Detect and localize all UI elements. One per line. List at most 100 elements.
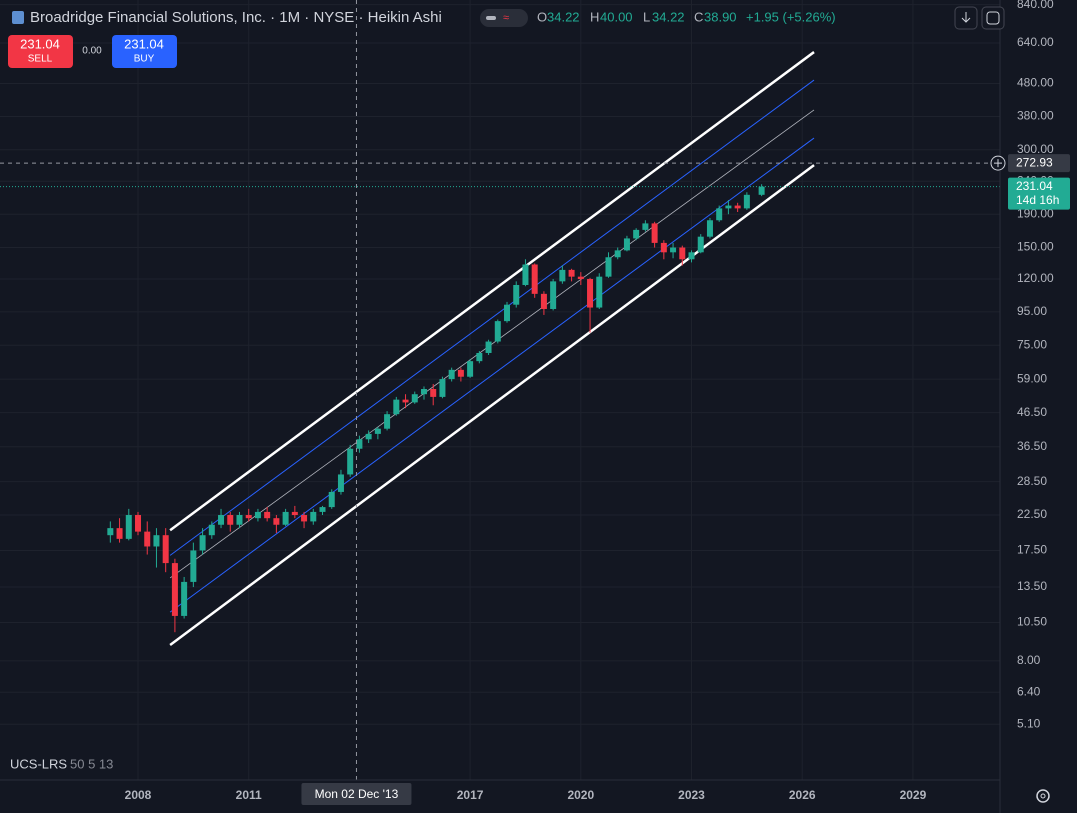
- candle-body: [328, 491, 335, 508]
- candle-body: [430, 388, 437, 397]
- candle-body: [282, 511, 289, 525]
- toggle[interactable]: [480, 9, 528, 27]
- last-price-box: [1008, 177, 1070, 210]
- candle-body: [319, 507, 326, 512]
- legend-change: +1.95 (+5.26%): [746, 9, 836, 24]
- spread: 0.00: [82, 46, 102, 57]
- candle-body: [633, 229, 640, 239]
- symbol-icon: [12, 11, 24, 24]
- y-tick-label: 120.00: [1017, 271, 1054, 285]
- candle-body: [273, 518, 280, 525]
- candle-body: [310, 511, 317, 522]
- candle-body: [291, 511, 298, 516]
- candle-body: [688, 252, 695, 260]
- candle-body: [190, 550, 197, 582]
- x-tick-label: 2029: [900, 788, 927, 802]
- buy-button[interactable]: [112, 35, 177, 68]
- candle-body: [476, 352, 483, 362]
- last-price-label: 231.04: [1016, 179, 1053, 193]
- candle-body: [374, 428, 381, 434]
- candle-body: [457, 369, 464, 377]
- candle-body: [116, 528, 123, 539]
- plot: [0, 0, 1000, 780]
- y-tick-label: 640.00: [1017, 35, 1054, 49]
- candle-body: [420, 388, 427, 395]
- y-tick-label: 46.50: [1017, 405, 1047, 419]
- candle-body: [550, 281, 557, 309]
- channel-line: [169, 109, 815, 579]
- x-tick-label: 2011: [236, 788, 262, 802]
- fullscreen-icon: [986, 11, 1000, 25]
- y-tick-label: 13.50: [1017, 579, 1047, 593]
- crosshair-price-box: [1008, 154, 1070, 173]
- legend-label: L: [643, 9, 650, 24]
- candle-body: [568, 269, 575, 277]
- legend-value: 40.00: [600, 9, 633, 24]
- x-tick-label: 2020: [567, 788, 594, 802]
- candle-body: [642, 223, 649, 230]
- y-tick-label: 480.00: [1017, 76, 1054, 90]
- countdown-label: 14d 16h: [1016, 193, 1059, 207]
- candle-body: [513, 284, 520, 305]
- candle-body: [199, 535, 206, 551]
- candle-body: [301, 515, 308, 522]
- legend-value: 34.22: [547, 9, 580, 24]
- sell-label: SELL: [28, 54, 53, 65]
- candle-body: [347, 448, 354, 475]
- channel-line: [169, 164, 815, 646]
- candle-body: [125, 515, 132, 539]
- y-tick-label: 75.00: [1017, 337, 1047, 351]
- candle-body: [716, 208, 723, 221]
- crosshair-date-label: Mon 02 Dec '13: [315, 787, 399, 801]
- candle-body: [264, 511, 271, 519]
- y-tick-label: 150.00: [1017, 240, 1054, 254]
- candle-body: [402, 399, 409, 403]
- channel-line: [169, 137, 815, 613]
- y-tick-label: 28.50: [1017, 474, 1047, 488]
- candle-body: [245, 515, 252, 519]
- x-tick-label: 2017: [457, 788, 484, 802]
- y-tick-label: 36.50: [1017, 439, 1047, 453]
- candle-body: [135, 515, 142, 532]
- settings-icon: [1040, 793, 1046, 799]
- candle-body: [467, 361, 474, 377]
- x-tick-label: 2008: [125, 788, 152, 802]
- candle-body: [587, 278, 594, 308]
- legend-label: O: [537, 9, 547, 24]
- legend-value: 34.22: [652, 9, 685, 24]
- toggle-icon: ≈: [503, 12, 509, 24]
- candle-body: [540, 293, 547, 309]
- y-tick-label: 22.50: [1017, 507, 1047, 521]
- candle-body: [439, 379, 446, 397]
- candle-body: [734, 205, 741, 209]
- candle-body: [153, 535, 160, 547]
- candle-body: [365, 433, 372, 440]
- candle-body: [559, 269, 566, 282]
- crosshair-date-box: [301, 783, 412, 805]
- candle-body: [218, 515, 225, 525]
- x-tick-label: 2023: [678, 788, 705, 802]
- candle-body: [660, 242, 667, 253]
- buy-label: BUY: [134, 54, 155, 65]
- y-tick-label: 59.00: [1017, 371, 1047, 385]
- sell-button[interactable]: [8, 35, 73, 68]
- candle-body: [107, 528, 114, 536]
- y-tick-label: 300.00: [1017, 142, 1054, 156]
- sell-price: 231.04: [20, 36, 60, 51]
- y-tick-label: 840.00: [1017, 0, 1054, 11]
- y-tick-label: 95.00: [1017, 304, 1047, 318]
- settings-button[interactable]: [1036, 789, 1050, 803]
- toggle-icon: [486, 16, 496, 20]
- fullscreen-button[interactable]: [981, 6, 1005, 30]
- crosshair-price-label: 272.93: [1016, 155, 1053, 169]
- candle-body: [504, 304, 511, 322]
- indicator-params: 50 5 13: [70, 756, 113, 771]
- legend-label: H: [590, 9, 599, 24]
- y-tick-label: 10.50: [1017, 615, 1047, 629]
- candle-body: [725, 205, 732, 209]
- candle-body: [605, 257, 612, 277]
- candle-body: [411, 394, 418, 403]
